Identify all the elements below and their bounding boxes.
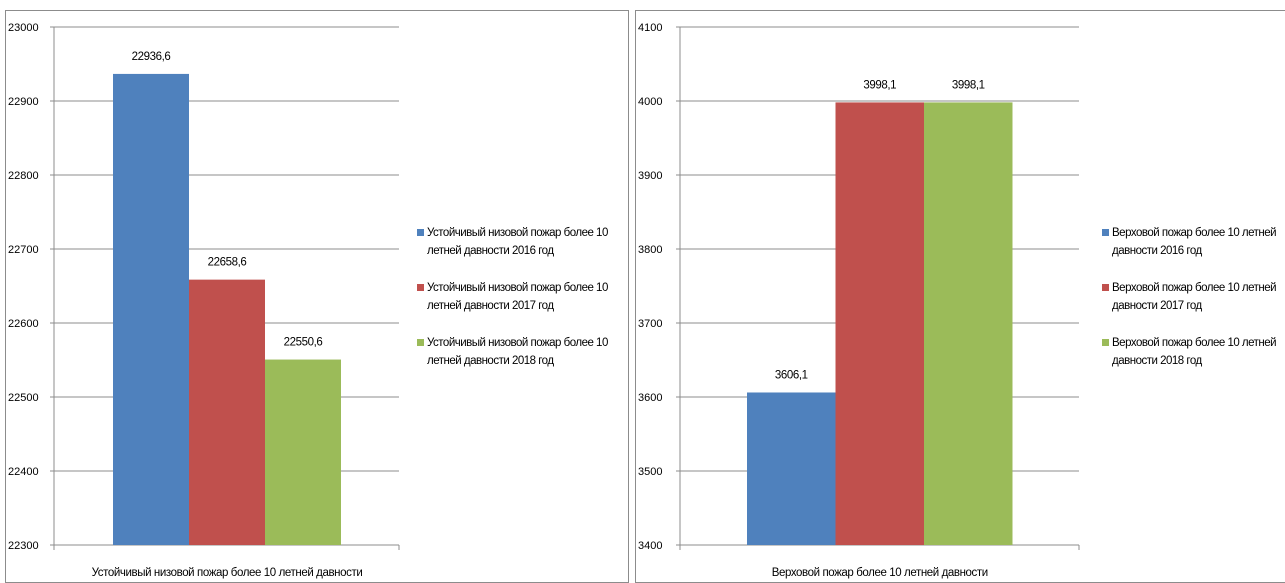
left-legend-text-1-line-2: летней давности 2016 год: [427, 245, 554, 257]
left-y-tick-label: 22600: [8, 318, 39, 330]
right-legend-swatch-1: [1102, 229, 1109, 236]
left-category-label: Устойчивый низовой пожар более 10 летней…: [92, 567, 363, 579]
right-legend-swatch-3: [1102, 339, 1109, 346]
left-y-tick-label: 22700: [8, 244, 39, 256]
right-y-tick-label: 3800: [638, 244, 662, 256]
left-bar-3: [265, 359, 341, 545]
left-y-tick-label: 22300: [8, 540, 39, 552]
left-legend-swatch-1: [417, 229, 424, 236]
right-legend-text-2-line-1: Верховой пожар более 10 летней: [1112, 282, 1276, 294]
left-data-label-3: 22550,6: [284, 337, 323, 349]
left-y-tick-label: 23000: [8, 22, 39, 34]
left-y-tick-label: 22500: [8, 392, 39, 404]
right-y-tick-label: 3700: [638, 318, 662, 330]
right-legend-swatch-2: [1102, 284, 1109, 291]
left-legend-text-2-line-1: Устойчивый низовой пожар более 10: [427, 282, 608, 294]
left-legend-text-1-line-1: Устойчивый низовой пожар более 10: [427, 227, 608, 239]
left-bar-2: [189, 279, 265, 545]
bar-chart-right: 3400 3500 3600 3700 3800 3900 4000 4100 3606,1 39…: [638, 22, 1277, 579]
right-y-tick-label: 3600: [638, 392, 662, 404]
right-bar-2: [835, 102, 924, 545]
right-y-tick-label: 4100: [638, 22, 662, 34]
right-data-label-2: 3998,1: [863, 79, 896, 91]
right-data-label-3: 3998,1: [952, 79, 985, 91]
right-y-tick-label: 4000: [638, 96, 662, 108]
left-legend-text-2-line-2: летней давности 2017 год: [427, 300, 554, 312]
left-legend-swatch-3: [417, 339, 424, 346]
left-legend-text-3-line-1: Устойчивый низовой пожар более 10: [427, 337, 608, 349]
right-data-label-1: 3606,1: [775, 369, 808, 381]
right-bar-3: [924, 102, 1013, 545]
right-legend-text-1-line-1: Верховой пожар более 10 летней: [1112, 227, 1276, 239]
left-data-label-2: 22658,6: [208, 257, 247, 269]
chart-panel-left: 22300 22400 22500 22600 22700 22800 22900 23000…: [5, 10, 629, 583]
right-bar-1: [747, 392, 836, 545]
right-y-tick-label: 3400: [638, 540, 662, 552]
left-y-tick-label: 22800: [8, 170, 39, 182]
right-legend-text-3-line-1: Верховой пожар более 10 летней: [1112, 337, 1276, 349]
right-legend-text-1-line-2: давности 2016 год: [1112, 245, 1202, 257]
left-y-tick-label: 22900: [8, 96, 39, 108]
right-legend-text-2-line-2: давности 2017 год: [1112, 300, 1202, 312]
left-legend-swatch-2: [417, 284, 424, 291]
left-data-label-1: 22936,6: [132, 51, 171, 63]
left-bar-1: [113, 73, 189, 545]
right-y-tick-label: 3500: [638, 466, 662, 478]
right-legend-text-3-line-2: давности 2018 год: [1112, 355, 1202, 367]
bar-chart-left: 22300 22400 22500 22600 22700 22800 22900 23000…: [8, 22, 608, 579]
right-y-tick-label: 3900: [638, 170, 662, 182]
chart-panel-right: 3400 3500 3600 3700 3800 3900 4000 4100 3606,1 39…: [635, 10, 1285, 583]
left-y-tick-label: 22400: [8, 466, 39, 478]
right-category-label: Верховой пожар более 10 летней давности: [772, 567, 988, 579]
left-legend-text-3-line-2: летней давности 2018 год: [427, 355, 554, 367]
